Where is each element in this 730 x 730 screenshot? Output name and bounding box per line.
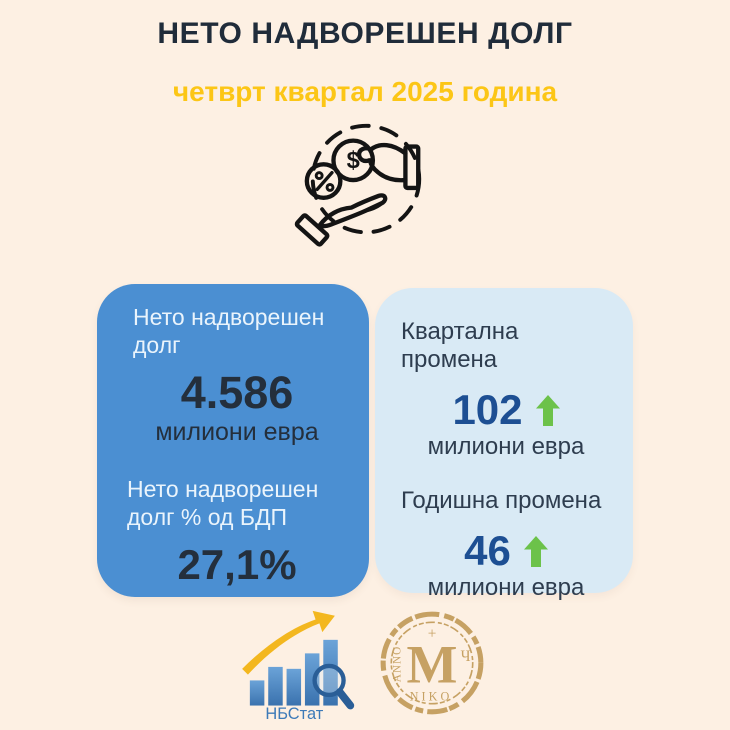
receiving-hand-icon [294,193,388,247]
footer-logos: НБСтат + M ANNO Ч NIKO [0,607,730,721]
stats-cards: Нето надворешен долг 4.586 милиони евра … [97,284,633,601]
quarterly-change-unit: милиони евра [427,433,585,460]
dollar-coin-icon [331,138,376,183]
coin-logo: + M ANNO Ч NIKO [380,611,484,715]
changes-card: Квартална промена 102 милиони евра Годиш… [375,288,633,601]
page-subtitle: четврт квартал 2025 година [172,76,558,107]
debt-gdp-label: Нето надворешен долг % од БДП [127,476,319,530]
debt-gdp-value: 27,1% [177,541,297,589]
annual-change-unit: милиони евра [427,574,585,601]
coin-monogram: M [407,634,458,694]
coin-right-letter: Ч [461,648,471,665]
annual-change-value-row: 46 [401,530,611,572]
coin-left-letters: ANNO [391,646,403,682]
magnifier-icon [312,663,355,710]
nbstat-logo: НБСтат [242,610,355,721]
percent-icon [304,162,343,200]
coin-cross: + [428,626,437,643]
quarterly-change-label: Квартална промена [401,318,519,373]
dollar-sign: $ [347,148,360,174]
debt-label: Нето надворешен долг [133,304,325,358]
debt-unit: милиони евра [155,418,319,447]
nbstat-label: НБСтат [265,705,323,721]
hand-giving-coin-icon: $ [294,123,422,247]
up-arrow-icon [523,535,548,567]
coin-inscription: NIKO [410,690,453,704]
quarterly-change-value: 102 [452,386,523,433]
giving-hand-icon [356,142,421,191]
bar-chart-icon [249,639,338,706]
quarterly-change-value-row: 102 [401,389,611,431]
debt-card: Нето надворешен долг 4.586 милиони евра … [97,284,369,597]
annual-change-label: Годишна промена [401,487,602,514]
page-title: НЕТО НАДВОРЕШЕН ДОЛГ [157,17,573,50]
annual-change-value: 46 [464,527,511,574]
growth-arrow-icon [242,610,335,675]
debt-value: 4.586 [180,367,294,419]
up-arrow-icon [535,394,560,426]
coin-inner-ring [390,621,474,705]
